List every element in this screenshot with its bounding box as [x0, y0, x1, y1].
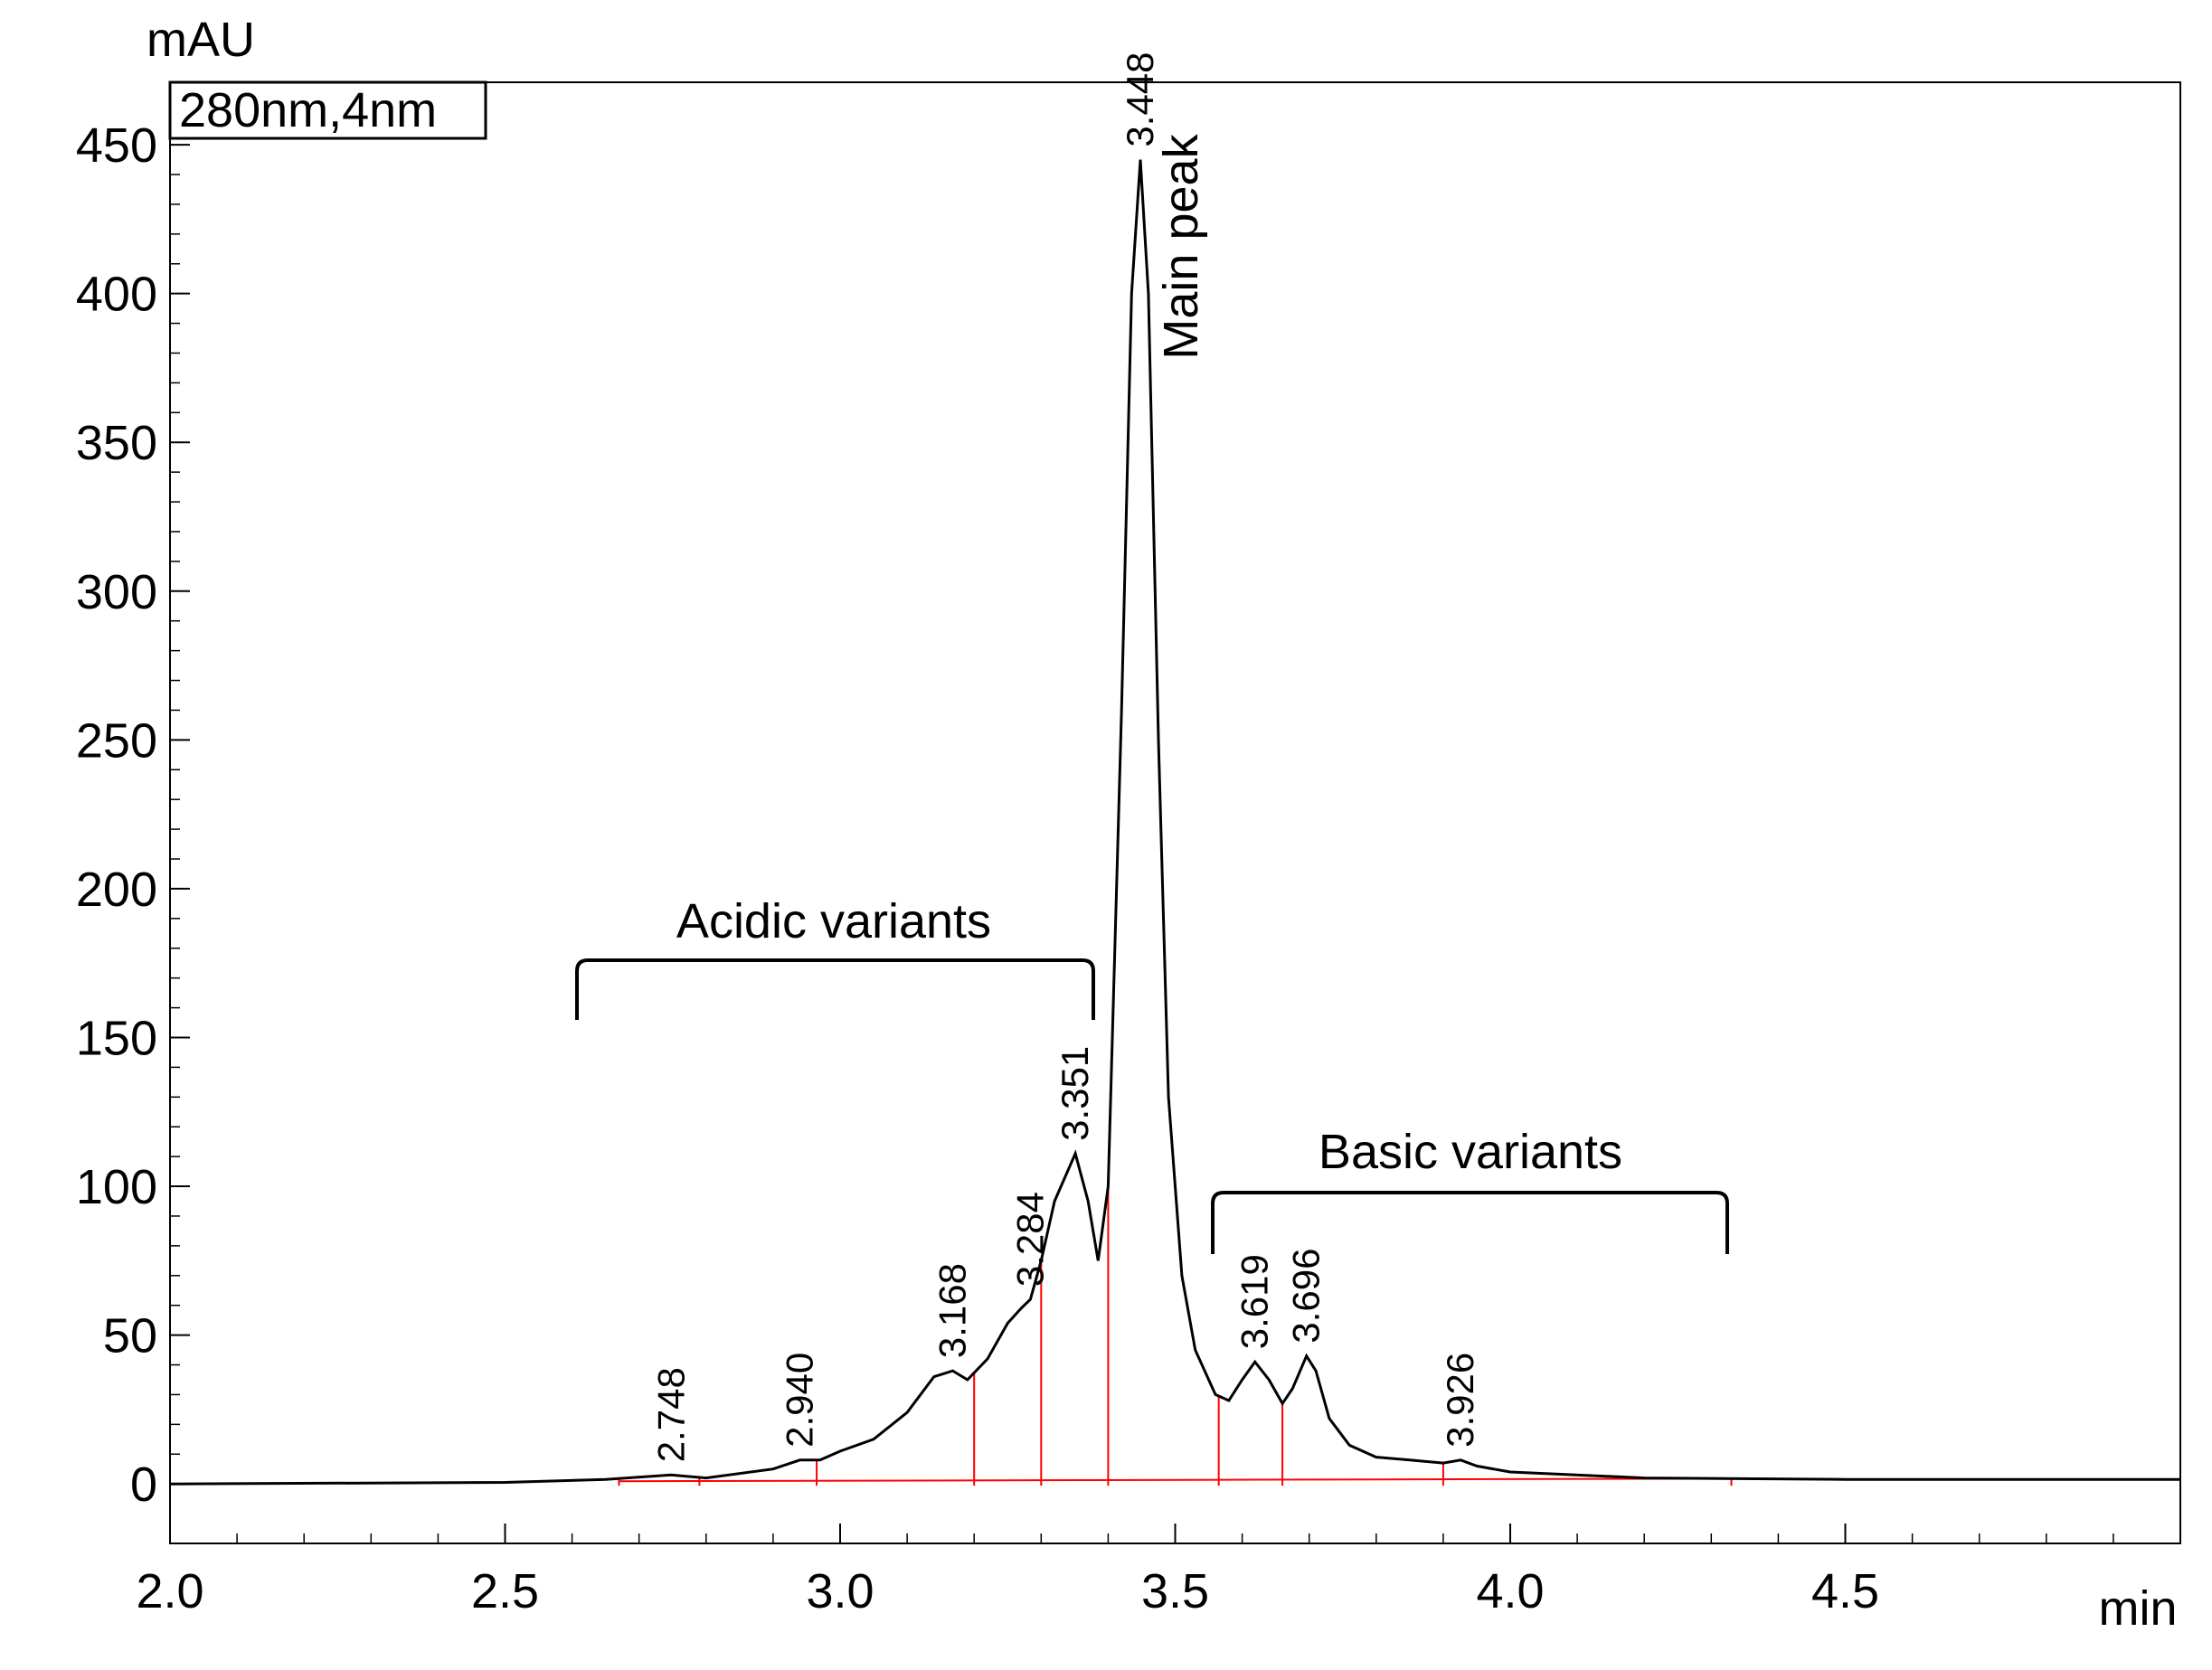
- y-tick-label: 350: [76, 416, 157, 470]
- peak-label: 3.619: [1234, 1254, 1276, 1349]
- y-tick-label: 450: [76, 118, 157, 173]
- basic-label: Basic variants: [1319, 1125, 1622, 1179]
- y-tick-label: 0: [130, 1458, 157, 1512]
- main-peak-label: Main peak: [1154, 133, 1208, 359]
- y-tick-label: 300: [76, 565, 157, 619]
- acidic-label: Acidic variants: [676, 894, 991, 948]
- x-tick-label: 4.5: [1811, 1564, 1879, 1618]
- peak-label: 2.940: [779, 1353, 821, 1448]
- legend-box: [168, 80, 487, 140]
- y-tick-label: 250: [76, 713, 157, 768]
- y-tick-label: 50: [103, 1309, 157, 1363]
- peak-label: 3.284: [1008, 1192, 1051, 1287]
- x-tick-label: 4.0: [1476, 1564, 1544, 1618]
- y-tick-label: 200: [76, 863, 157, 917]
- acidic-bracket: [575, 958, 1095, 1020]
- basic-bracket: [1211, 1191, 1729, 1254]
- peak-label: 3.696: [1285, 1249, 1328, 1344]
- peak-label: 3.448: [1119, 52, 1161, 146]
- peak-label: 3.926: [1439, 1353, 1481, 1448]
- y-tick-label: 150: [76, 1011, 157, 1065]
- peak-label: 2.748: [649, 1367, 692, 1462]
- x-tick-label: 2.5: [471, 1564, 539, 1618]
- y-tick-label: 400: [76, 268, 157, 322]
- chromatogram-line: [169, 159, 2180, 1486]
- x-tick-label: 3.0: [806, 1564, 874, 1618]
- x-tick-label: 3.5: [1141, 1564, 1209, 1618]
- y-tick-label: 100: [76, 1160, 157, 1214]
- y-axis-label: mAU: [147, 13, 255, 67]
- peak-label: 3.351: [1054, 1046, 1096, 1141]
- peak-label: 3.168: [931, 1263, 973, 1358]
- legend-text: 280nm,4nm: [179, 83, 437, 137]
- x-axis-label: min: [2098, 1581, 2177, 1636]
- integration-baseline: [619, 1477, 1732, 1483]
- x-tick-label: 2.0: [136, 1564, 203, 1618]
